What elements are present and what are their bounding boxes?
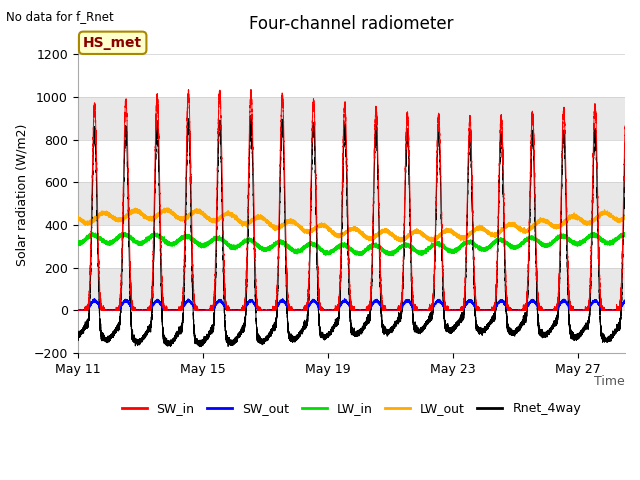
Title: Four-channel radiometer: Four-channel radiometer xyxy=(249,15,454,33)
Bar xyxy=(77,268,625,311)
Text: Time: Time xyxy=(595,375,625,388)
Bar xyxy=(77,97,625,140)
Bar xyxy=(77,182,625,225)
Y-axis label: Solar radiation (W/m2): Solar radiation (W/m2) xyxy=(15,124,28,266)
Text: HS_met: HS_met xyxy=(83,36,142,50)
Text: No data for f_Rnet: No data for f_Rnet xyxy=(6,10,114,23)
Legend: SW_in, SW_out, LW_in, LW_out, Rnet_4way: SW_in, SW_out, LW_in, LW_out, Rnet_4way xyxy=(116,397,586,420)
